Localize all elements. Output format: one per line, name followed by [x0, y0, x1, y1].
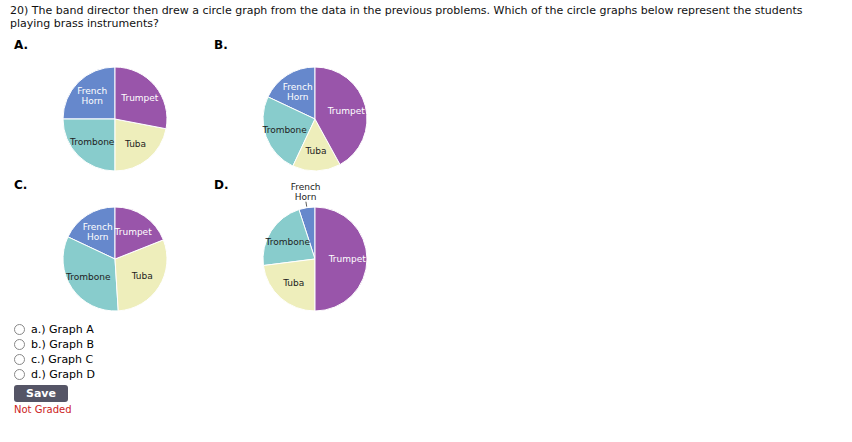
svg-text:Trumpet: Trumpet [327, 106, 366, 116]
svg-text:Trombone: Trombone [261, 125, 307, 135]
svg-text:Trombone: Trombone [69, 137, 115, 147]
html-text:D.: D. [214, 178, 229, 192]
html-text:Save: Save [26, 387, 56, 400]
svg-text:Tuba: Tuba [124, 139, 146, 149]
svg-text:FrenchHorn: FrenchHorn [77, 86, 107, 106]
svg-text:Trombone: Trombone [265, 237, 311, 247]
html-text:a.) Graph A: a.) Graph A [31, 323, 94, 336]
svg-text:Trumpet: Trumpet [328, 254, 367, 264]
html-text:b.) Graph B: b.) Graph B [31, 338, 95, 351]
svg-text:FrenchHorn: FrenchHorn [83, 222, 113, 242]
svg-text:Trumpet: Trumpet [120, 93, 159, 103]
svg-text:Trumpet: Trumpet [114, 227, 153, 237]
html-text:Not Graded: Not Graded [14, 404, 72, 415]
html-text:A.: A. [14, 38, 29, 52]
svg-text:Tuba: Tuba [131, 271, 153, 281]
html-text:c.) Graph C: c.) Graph C [31, 353, 94, 366]
svg-text:Tuba: Tuba [282, 278, 304, 288]
html-text:B.: B. [214, 38, 228, 52]
html-text:d.) Graph D: d.) Graph D [31, 368, 95, 381]
svg-text:Trombone: Trombone [65, 272, 111, 282]
svg-text:FrenchHorn: FrenchHorn [283, 82, 313, 102]
svg-text:FrenchHorn: FrenchHorn [291, 182, 321, 202]
html-text:20) The band director then dre: 20) The band director then drew a circle… [10, 4, 803, 30]
html-text:C.: C. [14, 178, 28, 192]
svg-text:Tuba: Tuba [304, 146, 326, 156]
